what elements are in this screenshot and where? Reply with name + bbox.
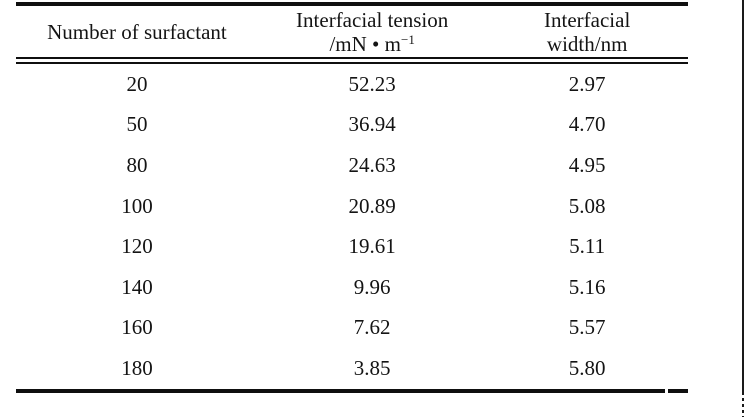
cell-interfacial-width: 5.08 (568, 193, 606, 218)
cell-surfactant-count: 180 (121, 355, 153, 380)
cell-interfacial-width: 2.97 (568, 71, 606, 96)
scan-artifact-rule-gap (665, 388, 668, 393)
unit-exponent: −1 (400, 31, 415, 47)
cell-interfacial-width: 4.70 (568, 112, 606, 137)
table-row: 160 7.62 5.57 (16, 308, 688, 349)
scan-artifact-edge-dashes (742, 398, 744, 417)
cell-interfacial-tension: 7.62 (353, 315, 391, 340)
header-cell-interfacial-tension: Interfacial tension /mN • m−1 (258, 8, 486, 56)
cell-interfacial-tension: 3.85 (353, 355, 391, 380)
cell-interfacial-width: 5.57 (568, 315, 606, 340)
cell-interfacial-tension: 24.63 (348, 152, 396, 177)
cell-interfacial-tension: 20.89 (348, 193, 396, 218)
cell-surfactant-count: 20 (126, 71, 148, 96)
cell-interfacial-tension: 52.23 (348, 71, 396, 96)
table-row: 80 24.63 4.95 (16, 145, 688, 186)
table-body: 20 52.23 2.97 50 36.94 4.70 80 24.63 4.9… (16, 64, 688, 389)
cell-interfacial-width: 4.95 (568, 152, 606, 177)
table-header-double-rule (16, 57, 688, 64)
unit-prefix: /mN • m (329, 31, 401, 56)
header-unit-line: /mN • m−1 (258, 32, 486, 56)
cell-surfactant-count: 50 (126, 112, 148, 137)
surfactant-table: Number of surfactant Interfacial tension… (16, 2, 688, 393)
cell-surfactant-count: 100 (121, 193, 153, 218)
header-label-line1: Interfacial tension (296, 7, 449, 32)
table-row: 100 20.89 5.08 (16, 186, 688, 227)
table-header-row: Number of surfactant Interfacial tension… (16, 6, 688, 57)
table-row: 120 19.61 5.11 (16, 226, 688, 267)
header-label-line2: width/nm (546, 31, 628, 56)
table-row: 180 3.85 5.80 (16, 348, 688, 389)
scan-artifact-edge-line (742, 0, 744, 395)
cell-interfacial-tension: 9.96 (353, 274, 391, 299)
header-cell-surfactant-count: Number of surfactant (16, 20, 258, 44)
table-row: 20 52.23 2.97 (16, 64, 688, 105)
cell-surfactant-count: 80 (126, 152, 148, 177)
table-row: 50 36.94 4.70 (16, 105, 688, 146)
cell-surfactant-count: 120 (121, 234, 153, 259)
cell-interfacial-width: 5.80 (568, 355, 606, 380)
cell-interfacial-width: 5.11 (569, 234, 606, 259)
cell-interfacial-tension: 36.94 (348, 112, 396, 137)
cell-surfactant-count: 140 (121, 274, 153, 299)
cell-interfacial-tension: 19.61 (348, 234, 396, 259)
cell-interfacial-width: 5.16 (568, 274, 606, 299)
table-bottom-rule (16, 388, 688, 393)
table-row: 140 9.96 5.16 (16, 267, 688, 308)
header-label-line1: Interfacial (544, 7, 631, 32)
header-cell-interfacial-width: Interfacial width/nm (486, 8, 688, 56)
table-top-rule (16, 2, 688, 6)
header-label: Number of surfactant (47, 19, 227, 44)
cell-surfactant-count: 160 (121, 315, 153, 340)
